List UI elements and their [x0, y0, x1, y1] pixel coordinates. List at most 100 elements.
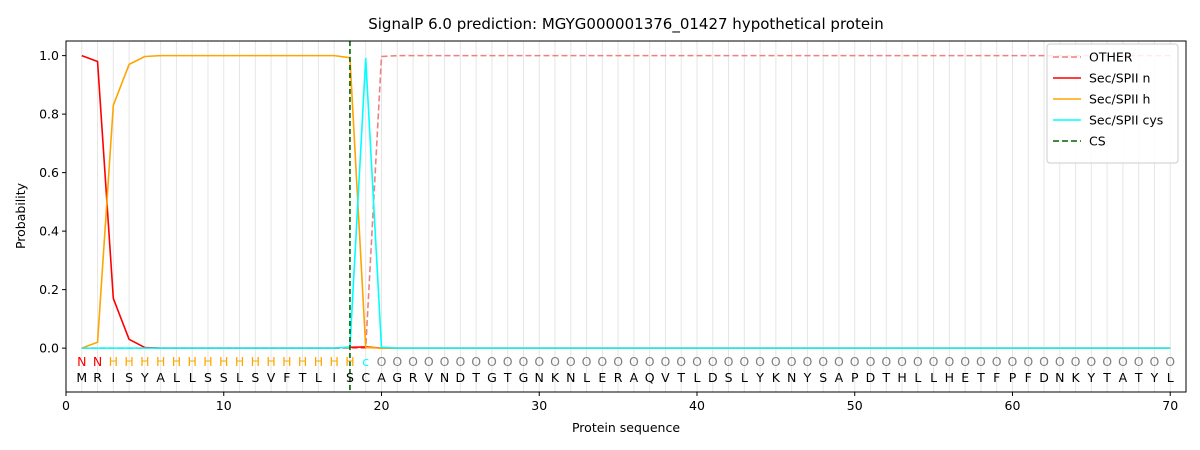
annotation-letter: O [739, 354, 749, 369]
annotation-letter: O [1055, 354, 1065, 369]
sequence-letter: L [236, 370, 243, 385]
annotation-letter: O [834, 354, 844, 369]
annotation-letter: O [629, 354, 639, 369]
annotation-letter: O [613, 354, 623, 369]
annotation-letter: O [1165, 354, 1175, 369]
annotation-letter: O [1134, 354, 1144, 369]
sequence-letter: N [440, 370, 449, 385]
sequence-letter: S [204, 370, 212, 385]
annotation-letter: O [1086, 354, 1096, 369]
annotation-letter: O [503, 354, 513, 369]
sequence-letter: V [661, 370, 670, 385]
sequence-letter: V [267, 370, 276, 385]
sequence-letter: T [503, 370, 512, 385]
sequence-letter: N [1055, 370, 1064, 385]
annotation-letter: O [960, 354, 970, 369]
annotation-letter: O [929, 354, 939, 369]
annotation-letter: O [850, 354, 860, 369]
annotation-letter: O [676, 354, 686, 369]
sequence-letter: G [487, 370, 497, 385]
annotation-letter: O [724, 354, 734, 369]
annotation-letter: O [1039, 354, 1049, 369]
x-tick-label: 30 [531, 398, 547, 413]
sequence-letter: Y [140, 370, 149, 385]
sequence-letter: L [914, 370, 921, 385]
annotation-letter: O [881, 354, 891, 369]
legend: OTHER Sec/SPII n Sec/SPII h Sec/SPII cys CS [1046, 43, 1179, 164]
sequence-letter: A [156, 370, 165, 385]
annotation-letter: O [802, 354, 812, 369]
annotation-letter: O [597, 354, 607, 369]
grid [81, 41, 1171, 392]
annotation-letter: O [1071, 354, 1081, 369]
annotation-letter: O [976, 354, 986, 369]
sequence-letter: L [173, 370, 180, 385]
annotation-letter: O [519, 354, 529, 369]
sequence-letter: S [251, 370, 259, 385]
annotation-letter: O [897, 354, 907, 369]
y-tick-label: 0.0 [39, 341, 59, 356]
annotation-letter: O [487, 354, 497, 369]
sequence-letter: A [1119, 370, 1128, 385]
sequence-letter: D [1039, 370, 1049, 385]
sequence-letter: L [930, 370, 937, 385]
sequence-letter: R [409, 370, 418, 385]
annotation-letter: O [440, 354, 450, 369]
sequence-letter: S [220, 370, 228, 385]
sequence-letter: A [630, 370, 639, 385]
sequence-letter: Y [803, 370, 812, 385]
x-tick-label: 50 [847, 398, 863, 413]
sequence-letter: P [1009, 370, 1017, 385]
legend-label: OTHER [1089, 50, 1133, 65]
annotation-letter: H [329, 354, 338, 369]
sequence-letter: T [1102, 370, 1111, 385]
annotation-letter: O [661, 354, 671, 369]
annotation-letter: H [156, 354, 165, 369]
sequence-letter: S [346, 370, 354, 385]
sequence-letter: K [1071, 370, 1080, 385]
annotation-letter: O [787, 354, 797, 369]
series-line-sec-spii-h [81, 54, 1171, 349]
y-tick-label: 1.0 [39, 48, 59, 63]
sequence-letter: K [772, 370, 781, 385]
annotation-letter: O [1102, 354, 1112, 369]
annotation-letter: O [1023, 354, 1033, 369]
sequence-letter: N [566, 370, 575, 385]
series-line-other [81, 54, 1171, 349]
sequence-letter: N [535, 370, 544, 385]
annotation-letter: O [424, 354, 434, 369]
sequence-letter: T [471, 370, 480, 385]
annotation-letter: O [771, 354, 781, 369]
series-lines [81, 54, 1171, 349]
series-line-sec-spii-n [81, 54, 1171, 349]
sequence-letter: R [93, 370, 102, 385]
sequence-letter: E [598, 370, 606, 385]
series-line-sec-spii-cys [81, 57, 1171, 349]
sequence-letter: L [694, 370, 701, 385]
sequence-letter: D [708, 370, 718, 385]
y-axis-ticks: 0.0 0.2 0.4 0.6 0.8 1.0 [39, 48, 66, 356]
annotation-letter: H [109, 354, 118, 369]
annotation-letter: H [345, 354, 354, 369]
annotation-letter: H [172, 354, 181, 369]
sequence-letter: D [866, 370, 876, 385]
annotation-letter: O [582, 354, 592, 369]
x-axis-label: Protein sequence [572, 420, 680, 435]
sequence-letter: S [125, 370, 133, 385]
annotation-letter: H [314, 354, 323, 369]
annotation-letter: O [818, 354, 828, 369]
annotation-letter: H [282, 354, 291, 369]
sequence-letter: I [332, 370, 336, 385]
x-tick-label: 70 [1162, 398, 1178, 413]
sequence-letter: L [189, 370, 196, 385]
y-tick-label: 0.2 [39, 282, 59, 297]
annotation-letter: O [1118, 354, 1128, 369]
sequence-letter: N [787, 370, 796, 385]
sequence-letter: V [425, 370, 434, 385]
sequence-letter: A [377, 370, 386, 385]
annotation-letter: H [219, 354, 228, 369]
sequence-letter: E [961, 370, 969, 385]
sequence-letter: M [76, 370, 87, 385]
